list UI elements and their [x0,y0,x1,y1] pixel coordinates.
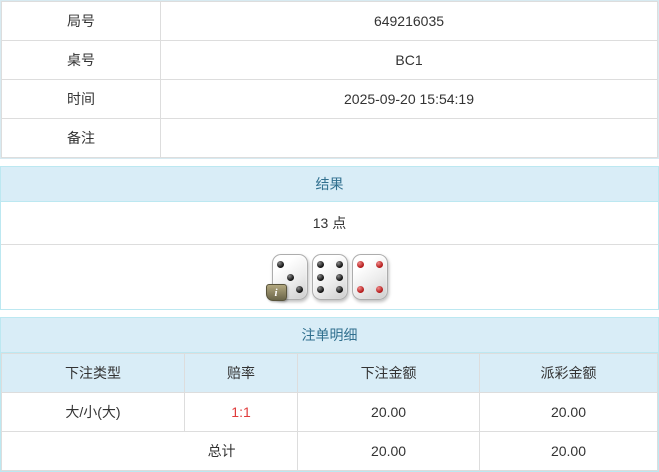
bet-details-panel: 注单明细 下注类型 赔率 下注金额 派彩金额 大/小(大) 1:1 20.00 … [0,317,659,472]
payout-amount-cell: 20.00 [478,392,659,432]
bet-row: 大/小(大) 1:1 20.00 20.00 [1,392,659,432]
dice-row: i [1,245,658,309]
game-info-table: 局号 649216035 桌号 BC1 时间 2025-09-20 15:54:… [1,1,658,158]
total-payout-amount: 20.00 [478,431,659,471]
col-odds: 赔率 [183,353,299,393]
game-info-panel: 局号 649216035 桌号 BC1 时间 2025-09-20 15:54:… [0,0,659,159]
bet-type-cell: 大/小(大) [1,392,185,432]
round-number-label: 局号 [1,1,161,41]
result-points: 13 点 [1,202,658,245]
table-id-value: BC1 [160,40,658,80]
time-value: 2025-09-20 15:54:19 [160,79,658,119]
info-icon[interactable]: i [265,284,287,301]
col-bet-type: 下注类型 [1,353,185,393]
remark-value [160,118,658,158]
remark-label: 备注 [1,118,161,158]
bet-amount-cell: 20.00 [297,392,480,432]
total-label: 总计 [0,431,299,471]
bet-table-header-row: 下注类型 赔率 下注金额 派彩金额 [1,353,659,393]
round-number-value: 649216035 [160,1,658,41]
bet-details-title: 注单明细 [1,318,658,353]
die-4-icon [351,254,388,300]
table-row-table-id: 桌号 BC1 [1,40,658,80]
time-label: 时间 [1,79,161,119]
col-bet-amount: 下注金额 [297,353,480,393]
result-panel-title: 结果 [1,167,658,202]
table-row-remark: 备注 [1,118,658,158]
col-payout-amount: 派彩金额 [478,353,659,393]
bet-details-table: 下注类型 赔率 下注金额 派彩金额 大/小(大) 1:1 20.00 20.00… [0,353,659,471]
odds-cell: 1:1 [183,392,299,432]
total-bet-amount: 20.00 [297,431,480,471]
die-6-icon [311,254,348,300]
result-panel: 结果 13 点 i [0,166,659,310]
table-id-label: 桌号 [1,40,161,80]
die-3-icon: i [265,254,308,301]
table-row-time: 时间 2025-09-20 15:54:19 [1,79,658,119]
table-row-round: 局号 649216035 [1,1,658,41]
total-row: 总计 20.00 20.00 [0,431,659,471]
